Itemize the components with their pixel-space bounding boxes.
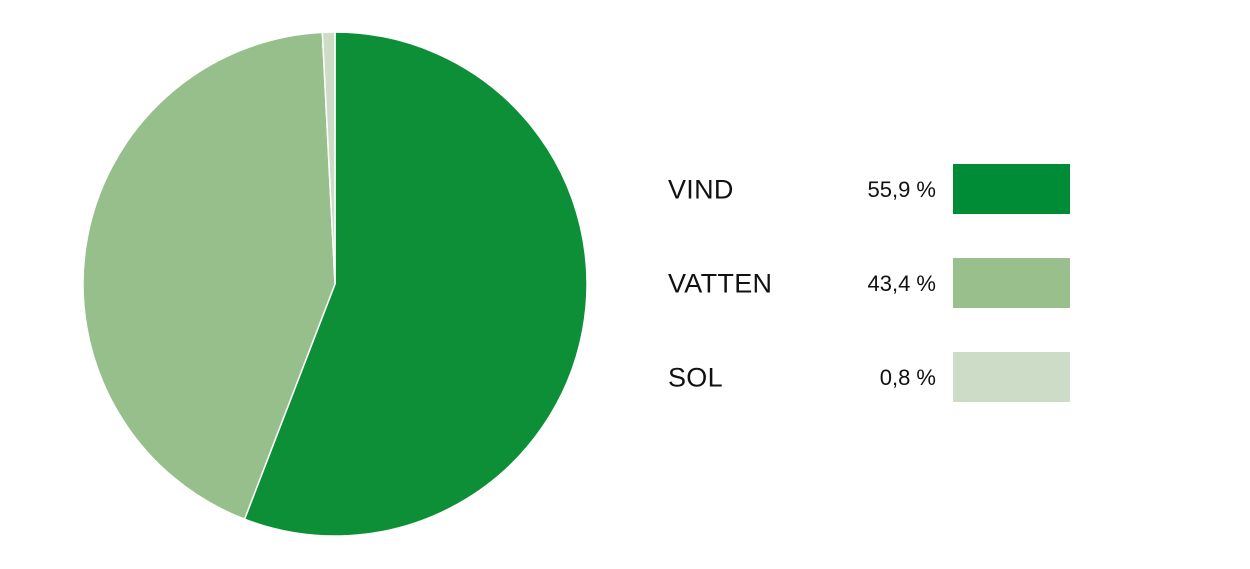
legend-swatch-vatten (953, 258, 1070, 308)
pie-chart (82, 31, 588, 537)
legend-label-sol: SOL (668, 362, 723, 393)
legend-label-vind: VIND (668, 174, 734, 205)
legend-swatch-vind (953, 164, 1070, 214)
pie-slice-vind (243, 31, 588, 537)
legend-item-sol: SOL 0,8 % (668, 352, 1078, 404)
legend-item-vind: VIND 55,9 % (668, 164, 1078, 216)
legend-value-vind: 55,9 % (867, 177, 937, 202)
legend-item-vatten: VATTEN 43,4 % (668, 258, 1078, 310)
pie-slice-vatten (82, 31, 336, 520)
pie-slice-sol (321, 31, 336, 285)
legend-swatch-sol (953, 352, 1070, 402)
legend-value-sol: 0,8 % (879, 365, 936, 390)
legend-label-vatten: VATTEN (668, 268, 773, 299)
legend-value-vatten: 43,4 % (867, 271, 937, 296)
